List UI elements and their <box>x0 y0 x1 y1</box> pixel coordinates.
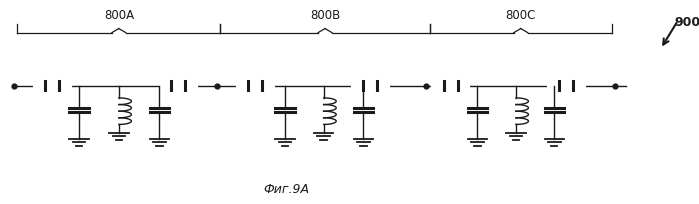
Text: 800С: 800С <box>505 9 536 22</box>
Text: 900: 900 <box>675 16 699 29</box>
Text: 800А: 800А <box>103 9 134 22</box>
Text: 800В: 800В <box>310 9 340 22</box>
Text: Фиг.9А: Фиг.9А <box>264 183 310 196</box>
